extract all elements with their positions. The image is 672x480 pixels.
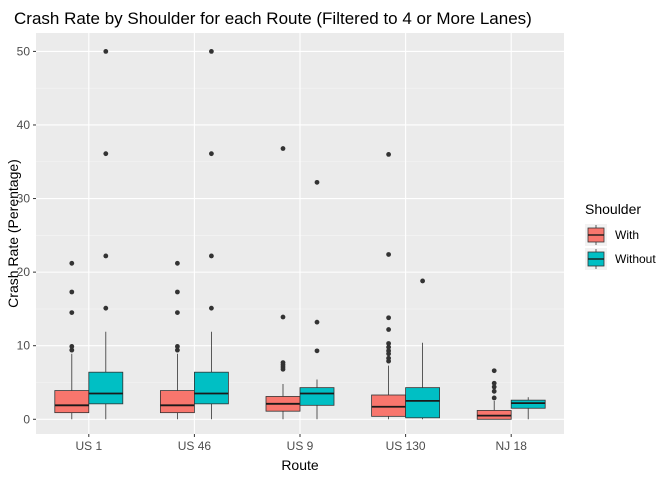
box-without-us-1 — [88, 48, 124, 420]
box-body — [371, 394, 407, 417]
x-tick-label: US 9 — [287, 439, 314, 453]
outlier-point — [386, 327, 391, 332]
y-tick-label: 40 — [17, 118, 31, 132]
box-without-us-130 — [405, 278, 441, 420]
outlier-point — [386, 252, 391, 257]
box-with-us-9 — [265, 146, 301, 420]
outlier-point — [175, 344, 180, 349]
y-tick-label: 50 — [17, 44, 31, 58]
y-tick-label: 20 — [17, 265, 31, 279]
outlier-point — [386, 341, 391, 346]
outlier-point — [209, 48, 214, 54]
grid-lines — [36, 33, 564, 434]
outlier-point — [314, 348, 320, 354]
outlier-point — [491, 388, 497, 394]
legend-title: Shoulder — [585, 201, 641, 217]
box-without-us-46 — [193, 48, 229, 420]
box-body — [88, 371, 124, 405]
outlier-point — [69, 289, 75, 295]
outlier-point — [209, 253, 214, 259]
outlier-point — [386, 344, 391, 350]
outlier-point — [69, 347, 75, 353]
y-tick-label: 10 — [17, 339, 31, 353]
outlier-point — [69, 310, 75, 315]
outlier-point — [69, 260, 75, 266]
outlier-point — [420, 278, 425, 284]
legend-label-without: Without — [615, 252, 656, 266]
outlier-point — [209, 305, 214, 311]
box-with-us-46 — [159, 260, 195, 420]
x-axis-title: Route — [281, 457, 319, 473]
outlier-point — [386, 355, 391, 361]
outlier-point — [386, 315, 391, 321]
outlier-point — [175, 289, 180, 295]
box-body — [405, 387, 441, 419]
x-axis: US 1 US 46 US 9 US 130 NJ 18 — [75, 434, 527, 453]
outlier-point — [280, 314, 286, 320]
outlier-point — [175, 260, 180, 266]
x-tick-label: US 1 — [75, 439, 102, 453]
box-body — [193, 371, 229, 405]
box-body — [510, 399, 546, 409]
outlier-point — [314, 319, 320, 325]
box-with-us-1 — [54, 260, 90, 420]
outlier-point — [491, 368, 497, 374]
box-with-nj-18 — [476, 368, 512, 420]
x-tick-label: NJ 18 — [496, 439, 528, 453]
outlier-point — [103, 253, 109, 259]
outlier-point — [314, 179, 320, 185]
y-axis-title: Crash Rate (Perentage) — [5, 159, 21, 308]
outlier-point — [280, 146, 286, 151]
y-tick-label: 30 — [17, 192, 31, 206]
x-tick-label: US 130 — [386, 439, 426, 453]
outlier-point — [491, 395, 497, 401]
outlier-point — [491, 380, 497, 386]
box-with-us-130 — [371, 152, 407, 420]
outlier-point — [209, 151, 214, 157]
outlier-point — [69, 344, 75, 349]
box-body — [54, 390, 90, 414]
outlier-point — [103, 305, 109, 311]
outlier-point — [175, 310, 180, 315]
chart-title: Crash Rate by Shoulder for each Route (F… — [14, 9, 532, 28]
outlier-point — [103, 151, 109, 157]
x-tick-label: US 46 — [178, 439, 212, 453]
outlier-point — [386, 152, 391, 157]
box-body — [299, 387, 335, 406]
legend-label-with: With — [615, 228, 639, 242]
outlier-point — [386, 348, 391, 354]
outlier-point — [175, 347, 180, 353]
y-axis: 0 10 20 30 40 50 — [17, 44, 36, 426]
box-without-us-9 — [299, 179, 335, 420]
outlier-point — [491, 384, 497, 390]
box-body — [159, 390, 195, 414]
box-without-nj-18 — [510, 397, 546, 420]
outlier-point — [103, 48, 109, 54]
legend: Shoulder With Without — [585, 201, 656, 270]
outlier-point — [280, 360, 286, 366]
y-tick-label: 0 — [23, 412, 30, 426]
box-series — [54, 48, 546, 420]
